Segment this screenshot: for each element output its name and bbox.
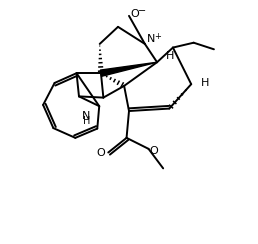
Text: H: H [200,78,209,88]
Text: O: O [96,148,105,157]
Text: O: O [150,146,158,156]
Text: N: N [82,111,91,121]
Text: N: N [147,34,155,44]
Polygon shape [100,62,157,76]
Text: O: O [131,9,140,19]
Text: H: H [83,116,90,126]
Text: +: + [154,32,161,41]
Text: H: H [166,51,175,61]
Text: −: − [138,7,146,16]
